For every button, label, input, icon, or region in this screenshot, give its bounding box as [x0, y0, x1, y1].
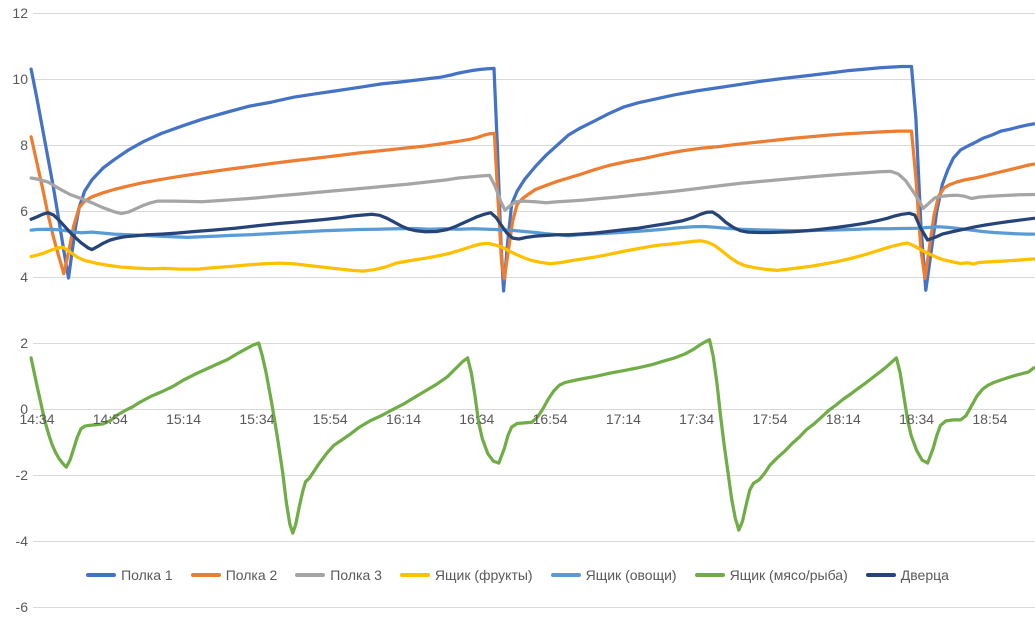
y-axis-tick-label: 10 — [12, 71, 28, 87]
x-axis-tick-label: 15:14 — [166, 411, 201, 427]
x-axis-tick-label: 18:54 — [972, 411, 1007, 427]
series-line-Полка 1 — [29, 64, 1035, 293]
y-axis-tick-label: 0 — [20, 401, 28, 417]
x-axis-tick-label: 17:34 — [679, 411, 714, 427]
y-axis-tick-label: 12 — [12, 5, 28, 21]
y-axis-tick-label: -6 — [16, 599, 29, 615]
x-axis-tick-label: 17:14 — [606, 411, 641, 427]
x-axis-tick-label: 16:14 — [386, 411, 421, 427]
x-axis-tick-label: 18:34 — [899, 411, 934, 427]
x-axis-tick-label: 18:14 — [826, 411, 861, 427]
series-line-Ящик (фрукты) — [29, 239, 1035, 273]
x-axis-tick-label: 14:54 — [93, 411, 128, 427]
x-axis-tick-label: 15:54 — [313, 411, 348, 427]
y-axis-tick-label: 4 — [20, 269, 28, 285]
y-axis-tick-label: -2 — [16, 467, 29, 483]
x-axis-tick-label: 17:54 — [752, 411, 787, 427]
x-axis-tick-label: 16:54 — [533, 411, 568, 427]
series-line-Полка 2 — [29, 129, 1035, 281]
x-axis-tick-label: 14:34 — [19, 411, 54, 427]
series-line-Дверца — [29, 210, 1035, 252]
series-line-Ящик (мясо/рыба) — [29, 338, 1035, 535]
x-axis-tick-label: 16:34 — [459, 411, 494, 427]
series-line-Полка 3 — [29, 169, 1035, 216]
x-axis-tick-label: 15:34 — [239, 411, 274, 427]
y-axis-tick-label: 2 — [20, 335, 28, 351]
y-axis-tick-label: 6 — [20, 203, 28, 219]
y-axis-tick-label: 8 — [20, 137, 28, 153]
y-axis-tick-label: -4 — [16, 533, 29, 549]
